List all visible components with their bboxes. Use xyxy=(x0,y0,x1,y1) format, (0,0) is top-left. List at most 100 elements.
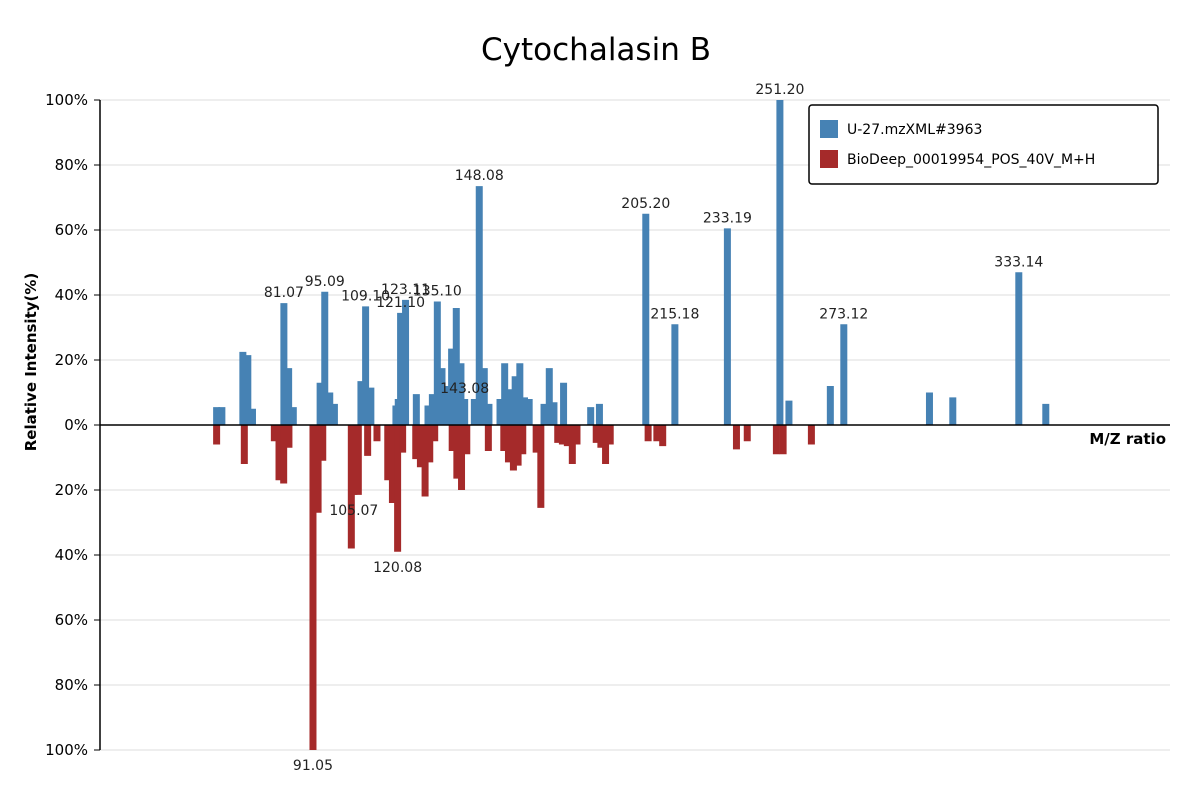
query-peak-bar xyxy=(412,394,420,425)
query-peak-bar xyxy=(428,394,436,425)
reference-peak-bar xyxy=(568,425,576,464)
reference-peak-bar xyxy=(537,425,545,508)
reference-peak-label: 105.07 xyxy=(329,503,378,519)
query-peak-label: 109.10 xyxy=(341,288,390,304)
query-peak-bar xyxy=(402,299,410,425)
reference-peak-label: 120.08 xyxy=(373,560,422,576)
reference-peak-bar xyxy=(350,425,358,495)
query-peak-bar xyxy=(239,351,247,425)
query-peak-bar xyxy=(448,348,456,425)
reference-peak-bar xyxy=(314,425,322,513)
query-peak-label: 148.08 xyxy=(455,168,504,184)
query-peak-bar xyxy=(457,363,465,425)
query-peak-bar xyxy=(949,397,957,425)
query-peak-label: 205.20 xyxy=(621,196,670,212)
query-peak-bar xyxy=(516,363,524,425)
query-peak-label: 135.10 xyxy=(413,284,462,300)
query-peak-bar xyxy=(501,363,509,425)
legend-label-reference: BioDeep_00019954_POS_40V_M+H xyxy=(847,152,1095,168)
reference-peak-bar xyxy=(779,425,787,455)
y-axis-label: Relative Intensity(%) xyxy=(22,273,40,452)
query-peak-bar xyxy=(826,386,834,425)
reference-peak-bar xyxy=(500,425,508,451)
query-peak-bar xyxy=(595,403,603,425)
y-tick-label: 80% xyxy=(55,676,88,694)
query-peak-bar xyxy=(452,308,460,425)
y-tick-label: 40% xyxy=(55,286,88,304)
query-peak-bar xyxy=(723,228,731,425)
query-peak-bar xyxy=(321,291,329,425)
query-peak-bar xyxy=(496,399,504,425)
reference-peak-bar xyxy=(309,425,317,750)
y-axis-ticks: 100% 80% 60% 40% 20% 0% 20% 40% 60% 80% 100% xyxy=(45,91,100,759)
query-peak-bar xyxy=(461,399,469,425)
reference-peak-bar xyxy=(285,425,293,448)
query-peak-bar xyxy=(433,301,441,425)
reference-peak-bar xyxy=(807,425,815,445)
reference-peak-bar xyxy=(519,425,527,455)
reference-peak-bar xyxy=(504,425,512,463)
y-tick-label: 100% xyxy=(45,91,88,109)
query-peak-bar xyxy=(521,397,529,425)
query-peak-label: 81.07 xyxy=(264,285,304,301)
reference-peak-bar xyxy=(659,425,667,447)
query-peak-bar xyxy=(525,399,533,425)
query-peak-bar xyxy=(367,387,375,425)
query-peak-bar xyxy=(470,399,478,425)
y-tick-label: 20% xyxy=(55,481,88,499)
query-peak-bar xyxy=(776,100,784,425)
reference-peak-bar xyxy=(394,425,402,552)
query-peak-bar xyxy=(438,368,446,425)
query-peak-label: 123.11 xyxy=(381,282,430,298)
reference-peak-bar xyxy=(463,425,471,455)
legend-box xyxy=(808,104,1159,185)
reference-peak-bar xyxy=(772,425,780,455)
reference-peak-bar xyxy=(240,425,248,464)
query-peak-bar xyxy=(507,389,515,425)
x-axis-label: M/Z ratio xyxy=(1089,430,1166,448)
grid-lines xyxy=(100,99,1170,751)
query-peak-bar xyxy=(560,382,568,425)
reference-peak-bar xyxy=(602,425,610,464)
query-peak-label: 273.12 xyxy=(819,306,868,322)
reference-peak-bar xyxy=(563,425,571,447)
legend: U-27.mzXML#3963 BioDeep_00019954_POS_40V… xyxy=(808,104,1159,185)
reference-peak-bar xyxy=(412,425,420,460)
reference-peak-bar xyxy=(213,425,221,445)
query-peak-bar xyxy=(394,399,402,425)
reference-peak-bar xyxy=(399,425,407,453)
y-tick-label: 60% xyxy=(55,221,88,239)
query-peak-bar xyxy=(475,186,483,425)
reference-peak-bar xyxy=(421,425,429,497)
reference-peak-bar xyxy=(384,425,392,481)
y-tick-label: 80% xyxy=(55,156,88,174)
query-peak-bar xyxy=(671,324,679,425)
query-peak-bar xyxy=(213,407,221,425)
reference-peak-bar xyxy=(280,425,288,484)
reference-peak-bar xyxy=(558,425,566,445)
query-peak-bar xyxy=(326,392,334,425)
query-peak-label: 95.09 xyxy=(305,274,345,290)
reference-peak-bar xyxy=(275,425,283,481)
query-peak-label: 251.20 xyxy=(755,82,804,98)
chart-title: Cytochalasin B xyxy=(481,32,711,68)
reference-peak-bar xyxy=(431,425,439,442)
reference-peak-bar xyxy=(388,425,396,503)
query-peak-bar xyxy=(925,392,933,425)
reference-peak-bar xyxy=(416,425,424,468)
query-peak-bar xyxy=(840,324,848,425)
y-tick-label: 100% xyxy=(45,741,88,759)
reference-peak-bar xyxy=(364,425,372,456)
y-tick-label: 60% xyxy=(55,611,88,629)
query-peak-label: 121.10 xyxy=(376,295,425,311)
query-peak-bar xyxy=(424,405,432,425)
query-peak-bar xyxy=(280,303,288,425)
reference-peak-bar xyxy=(509,425,517,471)
query-peak-label: 215.18 xyxy=(650,306,699,322)
query-peak-bar xyxy=(511,376,519,425)
reference-peak-bar xyxy=(606,425,614,445)
query-peak-bar xyxy=(540,403,548,425)
query-peak-bar xyxy=(285,368,293,425)
query-peak-bar xyxy=(289,407,297,425)
query-peak-bar xyxy=(485,403,493,425)
